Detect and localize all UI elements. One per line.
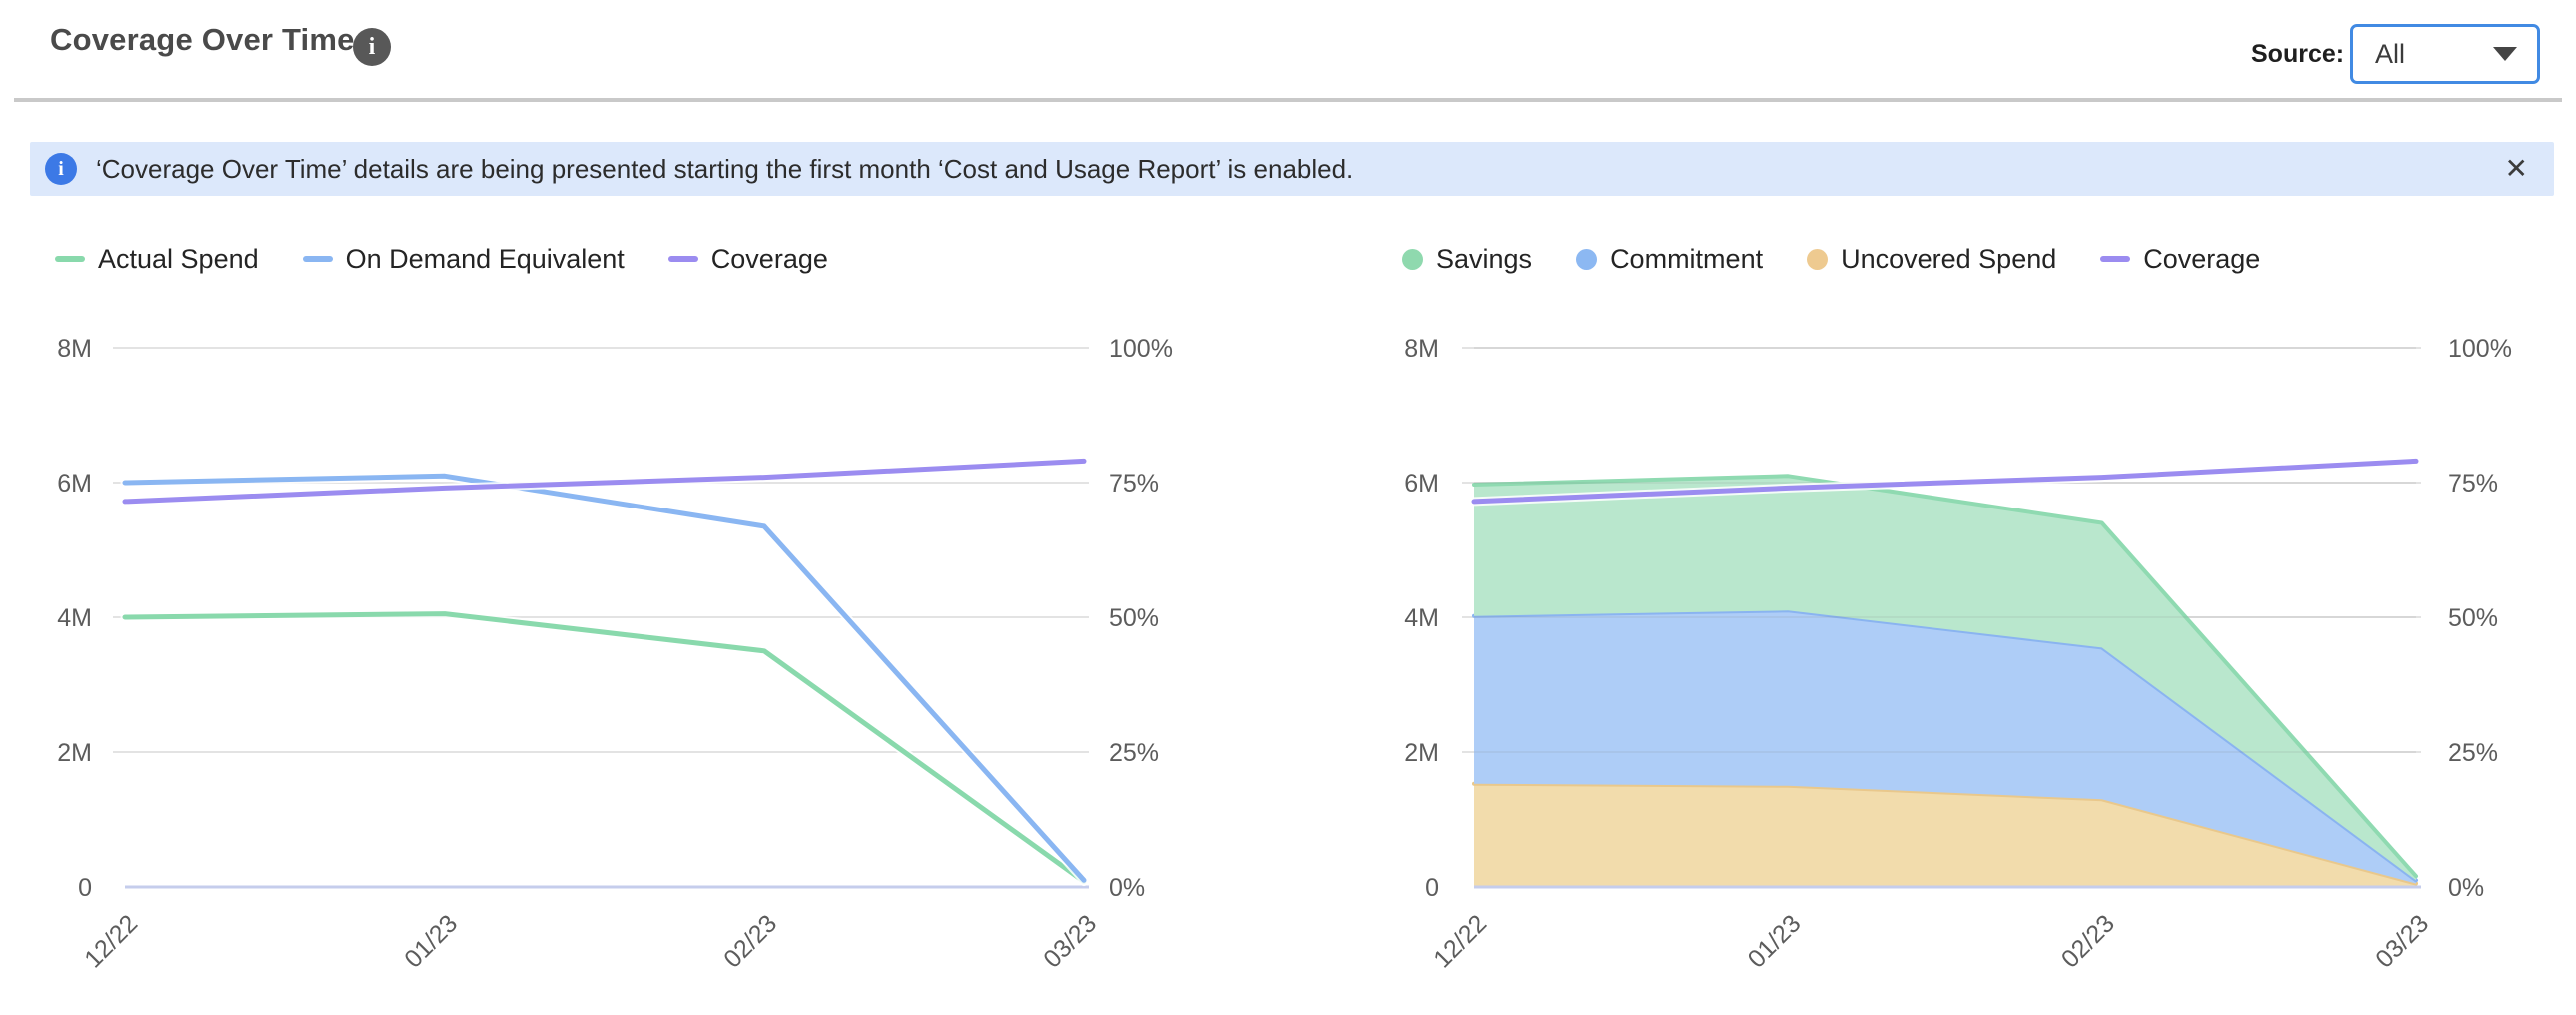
- x-axis-tick-label: 01/23: [1743, 909, 1807, 973]
- line-halo-actual-spend: [120, 609, 1089, 887]
- legend-left-chart: Actual Spend On Demand Equivalent Coverage: [55, 240, 828, 278]
- line-on-demand-equivalent: [122, 473, 1087, 883]
- source-label: Source:: [2251, 40, 2345, 68]
- legend-item-uncovered-spend[interactable]: Uncovered Spend: [1807, 244, 2056, 275]
- legend-item-coverage[interactable]: Coverage: [2100, 244, 2260, 275]
- y-axis-right-tick-label: 75%: [1109, 470, 1159, 498]
- legend-label: Uncovered Spend: [1841, 243, 2057, 274]
- y-axis-right-tick-label: 25%: [1109, 739, 1159, 767]
- legend-label: On Demand Equivalent: [345, 243, 625, 274]
- x-axis-tick-label: 12/22: [1428, 909, 1492, 973]
- page-title: Coverage Over Time: [50, 22, 355, 57]
- legend-marker-icon: [667, 256, 698, 262]
- banner-info-icon-glyph: i: [58, 157, 64, 180]
- x-axis-tick-label: 03/23: [2370, 909, 2434, 973]
- y-axis-tick-label: 0: [78, 874, 92, 902]
- y-axis-right-tick-label: 25%: [2448, 739, 2498, 767]
- legend-label: Savings: [1436, 243, 1533, 274]
- banner-info-icon: i: [45, 153, 77, 185]
- legend-item-coverage[interactable]: Coverage: [667, 243, 828, 275]
- area-savings: [1474, 476, 2416, 881]
- legend-item-savings[interactable]: Savings: [1402, 244, 1532, 275]
- x-axis-tick-label: 12/22: [79, 909, 143, 973]
- source-dropdown[interactable]: All: [2350, 24, 2540, 84]
- line-chart-canvas: 0 2M 4M 6M 8M 0% 25% 50% 75% 100% 12/22 01/23 02/23 0…: [57, 335, 1173, 973]
- x-axis-tick-label: 02/23: [718, 909, 782, 973]
- info-icon-glyph: i: [368, 33, 376, 60]
- y-axis-right-tick-label: 50%: [1109, 604, 1159, 632]
- area-commitment: [1474, 610, 2416, 884]
- legend-marker-icon: [1576, 248, 1598, 270]
- legend-marker-icon: [1402, 248, 1423, 270]
- y-axis-tick-label: 2M: [1404, 739, 1439, 767]
- info-icon[interactable]: i: [353, 28, 391, 66]
- line-coverage: [122, 458, 1087, 505]
- area-border-savings: [1472, 474, 2418, 879]
- legend-label: Coverage: [2143, 243, 2261, 274]
- x-axis-tick-label: 02/23: [2056, 909, 2120, 973]
- x-axis-tick-label: 03/23: [1038, 909, 1102, 973]
- legend-item-on-demand-equivalent[interactable]: On Demand Equivalent: [302, 243, 625, 275]
- legend-marker-icon: [1807, 248, 1829, 270]
- info-banner: i ‘Coverage Over Time’ details are being…: [30, 142, 2554, 196]
- area-chart-canvas: 0 2M 4M 6M 8M 0% 25% 50% 75% 100% 12/22 01/23 02/23 0…: [1404, 335, 2512, 973]
- legend-marker-icon: [302, 256, 333, 262]
- y-axis-tick-label: 6M: [57, 470, 92, 498]
- y-axis-tick-label: 6M: [1404, 470, 1439, 498]
- y-axis-right-tick-label: 50%: [2448, 604, 2498, 632]
- line-actual-spend: [122, 611, 1087, 885]
- dropdown-selected-value: All: [2375, 38, 2406, 69]
- y-axis-tick-label: 2M: [57, 739, 92, 767]
- y-axis-tick-label: 4M: [57, 604, 92, 632]
- legend-label: Actual Spend: [98, 243, 259, 274]
- y-axis-tick-label: 8M: [57, 335, 92, 363]
- legend-item-commitment[interactable]: Commitment: [1576, 244, 1763, 275]
- area-uncovered-spend: [1474, 783, 2416, 887]
- y-axis-tick-label: 0: [1425, 874, 1439, 902]
- legend-label: Coverage: [710, 243, 828, 274]
- y-axis-tick-label: 4M: [1404, 604, 1439, 632]
- chevron-down-icon: [2493, 47, 2517, 61]
- y-axis-right-tick-label: 100%: [1109, 335, 1173, 363]
- line-halo-on-demand-equivalent: [120, 471, 1089, 885]
- header-divider: [14, 98, 2562, 102]
- legend-label: Commitment: [1610, 243, 1764, 274]
- legend-right-chart: Savings Commitment Uncovered Spend Coverage: [1402, 240, 2260, 278]
- y-axis-right-tick-label: 0%: [2448, 874, 2484, 902]
- legend-marker-icon: [2100, 256, 2131, 262]
- close-icon[interactable]: ✕: [2504, 153, 2528, 184]
- x-axis-tick-label: 01/23: [399, 909, 463, 973]
- y-axis-right-tick-label: 0%: [1109, 874, 1145, 902]
- y-axis-right-tick-label: 100%: [2448, 335, 2512, 363]
- y-axis-right-tick-label: 75%: [2448, 470, 2498, 498]
- banner-text: ‘Coverage Over Time’ details are being p…: [96, 153, 1354, 184]
- y-axis-tick-label: 8M: [1404, 335, 1439, 363]
- legend-marker-icon: [55, 256, 85, 262]
- line-coverage: [1471, 458, 2419, 505]
- legend-item-actual-spend[interactable]: Actual Spend: [55, 244, 259, 275]
